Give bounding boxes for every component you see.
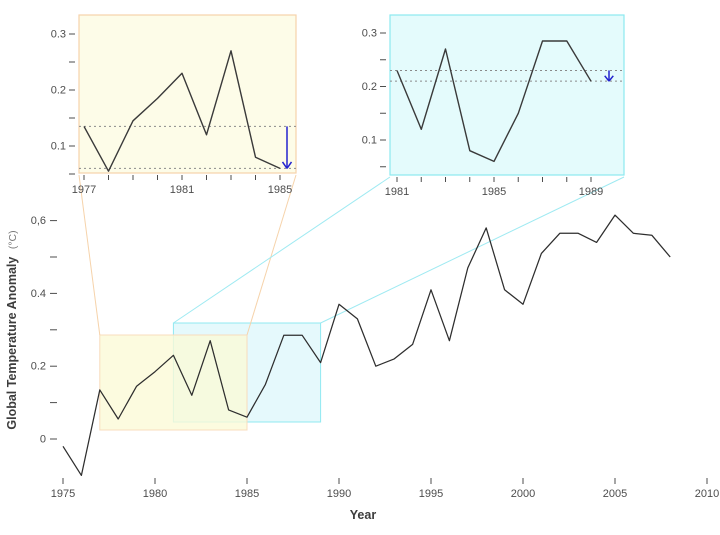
inset1-arrow-head-left	[281, 161, 288, 169]
inset1-y-tick-label: 0.1	[51, 141, 66, 153]
inset1-connector-left	[78, 174, 101, 336]
inset2-y-tick-label: 0.3	[362, 28, 377, 40]
inset1-x-tick-label: 1981	[170, 184, 194, 196]
main-x-tick-label: 1975	[51, 488, 75, 500]
y-axis-title-text: Global Temperature Anomaly	[5, 257, 19, 430]
inset1-connector-right	[246, 174, 297, 336]
inset1-x-tick-label: 1985	[268, 184, 292, 196]
inset2-panel: 0.1 0.2 0.3 1981 1985 1989	[362, 14, 625, 198]
main-y-tick-label: 0,6	[31, 215, 46, 227]
main-y-tick-label: 0	[40, 434, 46, 446]
inset1-series-line	[83, 50, 281, 172]
inset1-y-tick-label: 0.2	[51, 85, 66, 97]
y-axis-title: Global Temperature Anomaly (°C)	[5, 230, 19, 429]
main-x-tick-label: 1990	[327, 488, 351, 500]
main-x-tick-label: 2000	[511, 488, 535, 500]
inset2-arrow-head-left	[604, 75, 610, 82]
inset2-frame	[389, 14, 625, 176]
main-y-tick-label: 0.4	[31, 288, 46, 300]
inset2-y-tick-label: 0.2	[362, 81, 377, 93]
x-axis-title: Year	[350, 508, 377, 522]
main-x-tick-label: 1980	[143, 488, 167, 500]
main-x-tick-label: 1995	[419, 488, 443, 500]
main-x-tick-label: 1985	[235, 488, 259, 500]
inset2-down-arrow-icon	[604, 70, 614, 82]
inset1-y-tick-label: 0.3	[51, 29, 66, 41]
inset2-series-line	[396, 40, 592, 163]
inset2-x-tick-label: 1981	[385, 186, 409, 198]
y-axis-title-unit: (°C)	[7, 230, 19, 249]
highlight-window-1977-1985	[99, 334, 248, 431]
inset1-down-arrow-icon	[281, 126, 293, 169]
inset2-x-tick-label: 1989	[579, 186, 603, 198]
main-y-tick-label: 0.2	[31, 361, 46, 373]
main-x-tick-label: 2005	[603, 488, 627, 500]
inset1-panel: 0.1 0.2 0.3 1977 1981 1985	[51, 14, 297, 196]
inset2-connector-left	[173, 176, 391, 324]
inset2-y-tick-label: 0.1	[362, 135, 377, 147]
main-series-line	[62, 214, 671, 477]
inset2-x-tick-label: 1985	[482, 186, 506, 198]
inset1-frame	[78, 14, 297, 174]
inset1-x-tick-label: 1977	[72, 184, 96, 196]
inset1-arrow-head-right	[286, 161, 293, 169]
inset2-arrow-head-right	[608, 75, 614, 82]
main-x-tick-label: 2010	[695, 488, 719, 500]
inset2-connector-right	[320, 176, 625, 324]
